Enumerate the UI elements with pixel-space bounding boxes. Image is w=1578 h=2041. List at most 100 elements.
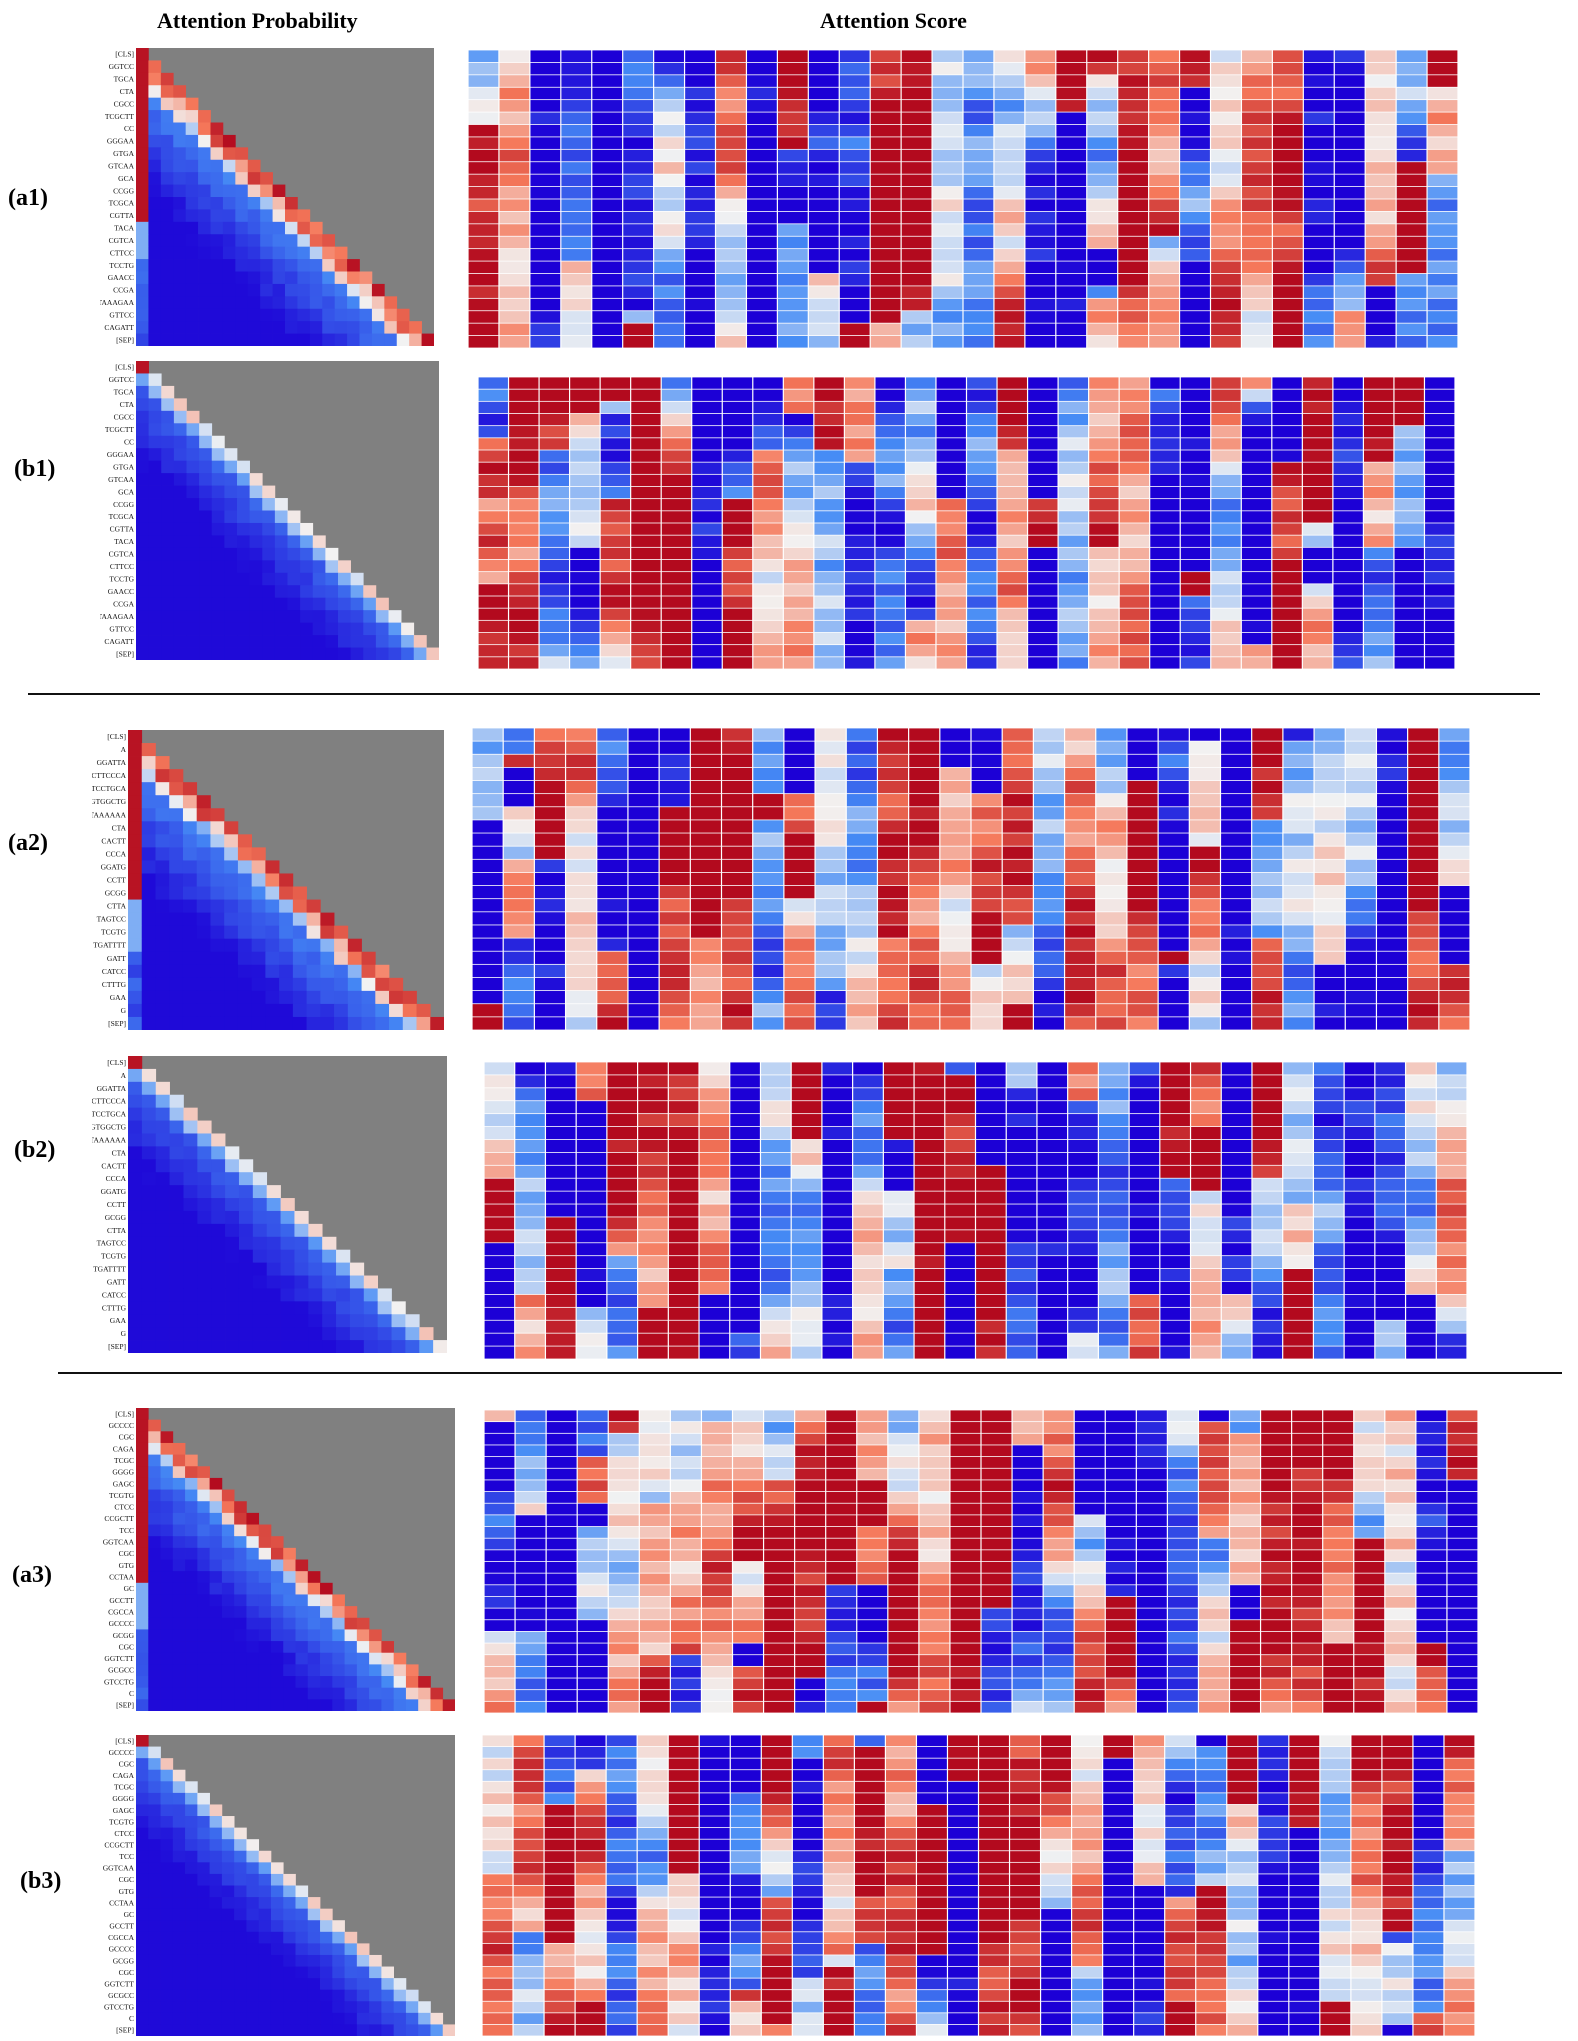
score-cell — [784, 741, 815, 754]
score-cell — [628, 925, 659, 938]
score-cell — [592, 273, 623, 286]
prob-cell — [209, 1804, 223, 1817]
score-cell — [1252, 728, 1283, 741]
prob-cell — [312, 622, 326, 636]
score-cell — [1241, 620, 1272, 633]
score-cell — [870, 50, 901, 63]
score-cell — [1118, 75, 1149, 87]
score-cell — [597, 833, 628, 846]
prob-cell — [224, 448, 238, 462]
prob-cell — [332, 1989, 345, 2002]
score-cell — [1087, 75, 1118, 87]
score-cell — [1333, 596, 1363, 608]
prob-cell — [307, 1629, 321, 1642]
score-cell — [909, 846, 940, 859]
prob-cell — [169, 899, 184, 913]
prob-cell — [322, 283, 336, 297]
prob-cell — [197, 1146, 212, 1160]
score-cell — [472, 925, 503, 938]
prob-cell — [234, 1989, 247, 2002]
score-cell — [1334, 124, 1365, 137]
score-cell — [1118, 261, 1149, 274]
score-cell — [815, 899, 846, 912]
score-cell — [1211, 124, 1241, 137]
score-cell — [503, 977, 534, 991]
score-cell — [914, 1178, 945, 1191]
score-cell — [1119, 523, 1150, 535]
score-cell — [468, 149, 499, 162]
score-cell — [844, 632, 875, 645]
prob-cell — [172, 1873, 186, 1886]
prob-cell — [155, 912, 170, 927]
score-cell — [668, 1075, 699, 1088]
prob-cell — [381, 2024, 395, 2036]
prob-cell — [169, 847, 184, 861]
score-cell — [906, 474, 936, 487]
score-cell — [1211, 608, 1241, 620]
score-cell — [1272, 261, 1303, 274]
prob-cell — [169, 1340, 184, 1353]
prob-cell — [221, 1606, 235, 1619]
score-cell — [1364, 377, 1394, 389]
score-cell — [623, 249, 654, 261]
score-cell — [1242, 75, 1272, 87]
score-cell — [509, 511, 539, 523]
prob-cell — [210, 234, 224, 248]
score-cell — [1406, 1101, 1436, 1114]
score-cell — [1127, 833, 1158, 846]
score-cell — [1150, 401, 1180, 414]
score-cell — [1118, 149, 1149, 162]
score-cell — [546, 1230, 576, 1243]
score-cell — [945, 1243, 975, 1256]
score-cell — [503, 754, 534, 767]
prob-cell — [136, 1839, 149, 1852]
token-label: A — [121, 1071, 127, 1080]
score-cell — [1314, 767, 1345, 781]
score-cell — [509, 547, 539, 560]
score-cell — [883, 1346, 914, 1359]
score-cell — [722, 535, 753, 547]
prob-cell — [172, 1594, 186, 1607]
score-cell — [1334, 249, 1365, 261]
score-cell — [1089, 438, 1119, 450]
score-cell — [478, 608, 508, 620]
score-cell — [963, 211, 994, 224]
score-cell — [1127, 767, 1158, 781]
prob-cell — [155, 1327, 170, 1341]
token-label: CATCC — [102, 967, 126, 976]
prob-cell — [172, 1501, 186, 1514]
score-cell — [945, 1075, 975, 1088]
score-cell — [1006, 1178, 1037, 1191]
score-cell — [1396, 211, 1427, 224]
score-cell — [600, 572, 631, 584]
score-cell — [1365, 286, 1396, 298]
score-cell — [901, 199, 932, 212]
prob-cell — [234, 1571, 247, 1584]
score-cell — [1314, 1062, 1344, 1075]
prob-cell — [161, 448, 175, 462]
score-cell — [1314, 1075, 1344, 1088]
prob-cell — [136, 296, 149, 310]
prob-cell — [211, 1133, 226, 1147]
score-cell — [1089, 413, 1119, 426]
prob-cell — [272, 246, 286, 260]
score-cell — [1283, 885, 1314, 899]
score-cell — [1314, 1333, 1344, 1346]
score-cell — [722, 572, 753, 584]
score-cell — [1344, 1294, 1375, 1307]
score-cell — [699, 1088, 730, 1101]
prob-cell — [161, 410, 175, 424]
score-cell — [1303, 261, 1334, 274]
score-cell — [822, 1269, 853, 1282]
prob-cell — [183, 1210, 198, 1225]
prob-cell — [359, 296, 373, 310]
prob-cell — [336, 1249, 351, 1263]
score-cell — [668, 1139, 699, 1152]
prob-cell — [185, 246, 199, 260]
prob-cell — [222, 172, 236, 185]
prob-cell — [272, 234, 286, 248]
score-cell — [690, 728, 721, 741]
token-label: TCCTG — [109, 575, 134, 584]
prob-cell — [375, 610, 389, 623]
prob-cell — [295, 1582, 309, 1595]
